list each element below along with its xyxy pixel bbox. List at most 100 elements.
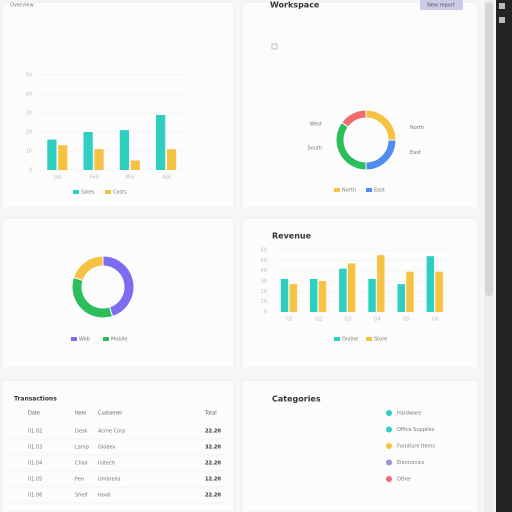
bar	[289, 284, 298, 312]
new-report-button[interactable]	[420, 0, 463, 10]
y-tick-label: 10	[261, 299, 267, 305]
legend-swatch	[334, 337, 340, 341]
bar	[310, 278, 318, 312]
window-edge	[496, 0, 512, 512]
x-tick-label: Q3	[344, 317, 351, 323]
bar	[47, 139, 57, 170]
table-header: Total	[204, 411, 217, 417]
x-tick-label: Apr	[163, 175, 173, 181]
list-dot	[386, 410, 392, 416]
card	[241, 1, 479, 209]
pie-label: North	[410, 125, 424, 131]
table-header: Customer	[98, 411, 123, 417]
x-tick-label: Jan	[53, 175, 62, 181]
y-tick-label: 60	[261, 248, 267, 254]
bar	[280, 278, 289, 312]
table-cell: Acme Corp	[98, 429, 125, 435]
table-cell: Chair	[75, 461, 89, 467]
list-dot	[386, 476, 392, 482]
x-tick-label: Feb	[90, 175, 99, 181]
bar	[435, 271, 443, 312]
button-label[interactable]: New report	[427, 3, 455, 9]
x-tick-label: Q4	[374, 317, 381, 323]
pie-label: South	[307, 146, 322, 152]
card	[241, 379, 479, 512]
bar	[83, 132, 93, 170]
icon[interactable]	[499, 17, 505, 23]
pie-label: East	[410, 150, 421, 156]
table-header: Item	[75, 411, 87, 417]
table-cell: Hooli	[98, 493, 111, 499]
table-cell: Pen	[75, 477, 84, 483]
legend-swatch	[366, 337, 372, 341]
bar	[130, 160, 140, 170]
legend-label: Web	[79, 337, 90, 343]
bar	[94, 149, 104, 170]
legend-swatch	[71, 337, 77, 341]
card	[1, 379, 235, 512]
table-cell: 22.20	[205, 493, 221, 499]
y-tick-label: 20	[26, 130, 32, 136]
icon[interactable]	[271, 43, 278, 50]
y-tick-label: 0	[29, 168, 32, 174]
y-tick-label: 40	[26, 92, 32, 98]
y-tick-label: 50	[26, 73, 32, 79]
y-tick-label: 20	[261, 289, 267, 295]
table-cell: 01.03	[28, 445, 42, 451]
bar	[339, 268, 347, 312]
bar	[377, 255, 385, 312]
table-cell: 32.20	[205, 445, 221, 451]
x-tick-label: Mar	[126, 175, 136, 181]
list-title: Categories	[272, 395, 321, 404]
legend-label: Store	[374, 337, 387, 343]
x-tick-label: Q6	[432, 317, 439, 323]
x-tick-label: Q2	[315, 317, 322, 323]
table-cell: 22.20	[205, 429, 221, 435]
table-cell: Initech	[98, 461, 115, 467]
pie-segment	[72, 255, 104, 282]
bar	[166, 149, 177, 170]
table-cell: Shelf	[75, 493, 88, 499]
list-label: Electronics	[397, 460, 425, 466]
legend-label: North	[342, 188, 356, 194]
legend-label: East	[374, 188, 385, 194]
table-cell: Desk	[75, 429, 88, 435]
x-tick-label: Q5	[403, 317, 410, 323]
bar	[318, 281, 327, 312]
table-cell: Globex	[98, 445, 115, 451]
icon[interactable]	[499, 3, 505, 9]
legend-swatch	[105, 190, 111, 194]
legend-label: Online	[342, 337, 358, 343]
bar	[368, 278, 376, 312]
bar	[397, 284, 405, 312]
legend-swatch	[366, 188, 372, 192]
page-title: Workspace	[270, 1, 320, 10]
bar	[426, 256, 435, 312]
table-cell: 01.02	[28, 429, 42, 435]
table-title: Transactions	[14, 396, 57, 403]
list-label: Office Supplies	[397, 427, 435, 433]
card	[1, 217, 235, 369]
y-tick-label: 30	[26, 111, 32, 117]
list-dot	[386, 459, 392, 466]
bar	[406, 271, 414, 312]
y-tick-label: 30	[261, 279, 267, 285]
list-label: Hardware	[397, 411, 421, 417]
list-label: Furniture Items	[397, 444, 435, 450]
table-cell: 01.05	[28, 477, 42, 483]
table-cell: 22.20	[205, 461, 221, 467]
table-cell: Lamp	[75, 445, 89, 451]
table-cell: Umbrella	[98, 477, 121, 483]
list-dot	[386, 426, 392, 433]
y-tick-label: 0	[264, 310, 267, 316]
list-label: Other	[397, 477, 412, 483]
y-tick-label: 10	[26, 149, 32, 155]
pie-label: West	[310, 121, 322, 127]
y-tick-label: 40	[261, 268, 267, 274]
legend-swatch	[334, 188, 340, 192]
legend-label: Mobile	[111, 337, 127, 343]
table-cell: 01.06	[28, 493, 42, 499]
scroll-thumb[interactable]	[485, 2, 493, 296]
legend-swatch	[103, 337, 109, 341]
